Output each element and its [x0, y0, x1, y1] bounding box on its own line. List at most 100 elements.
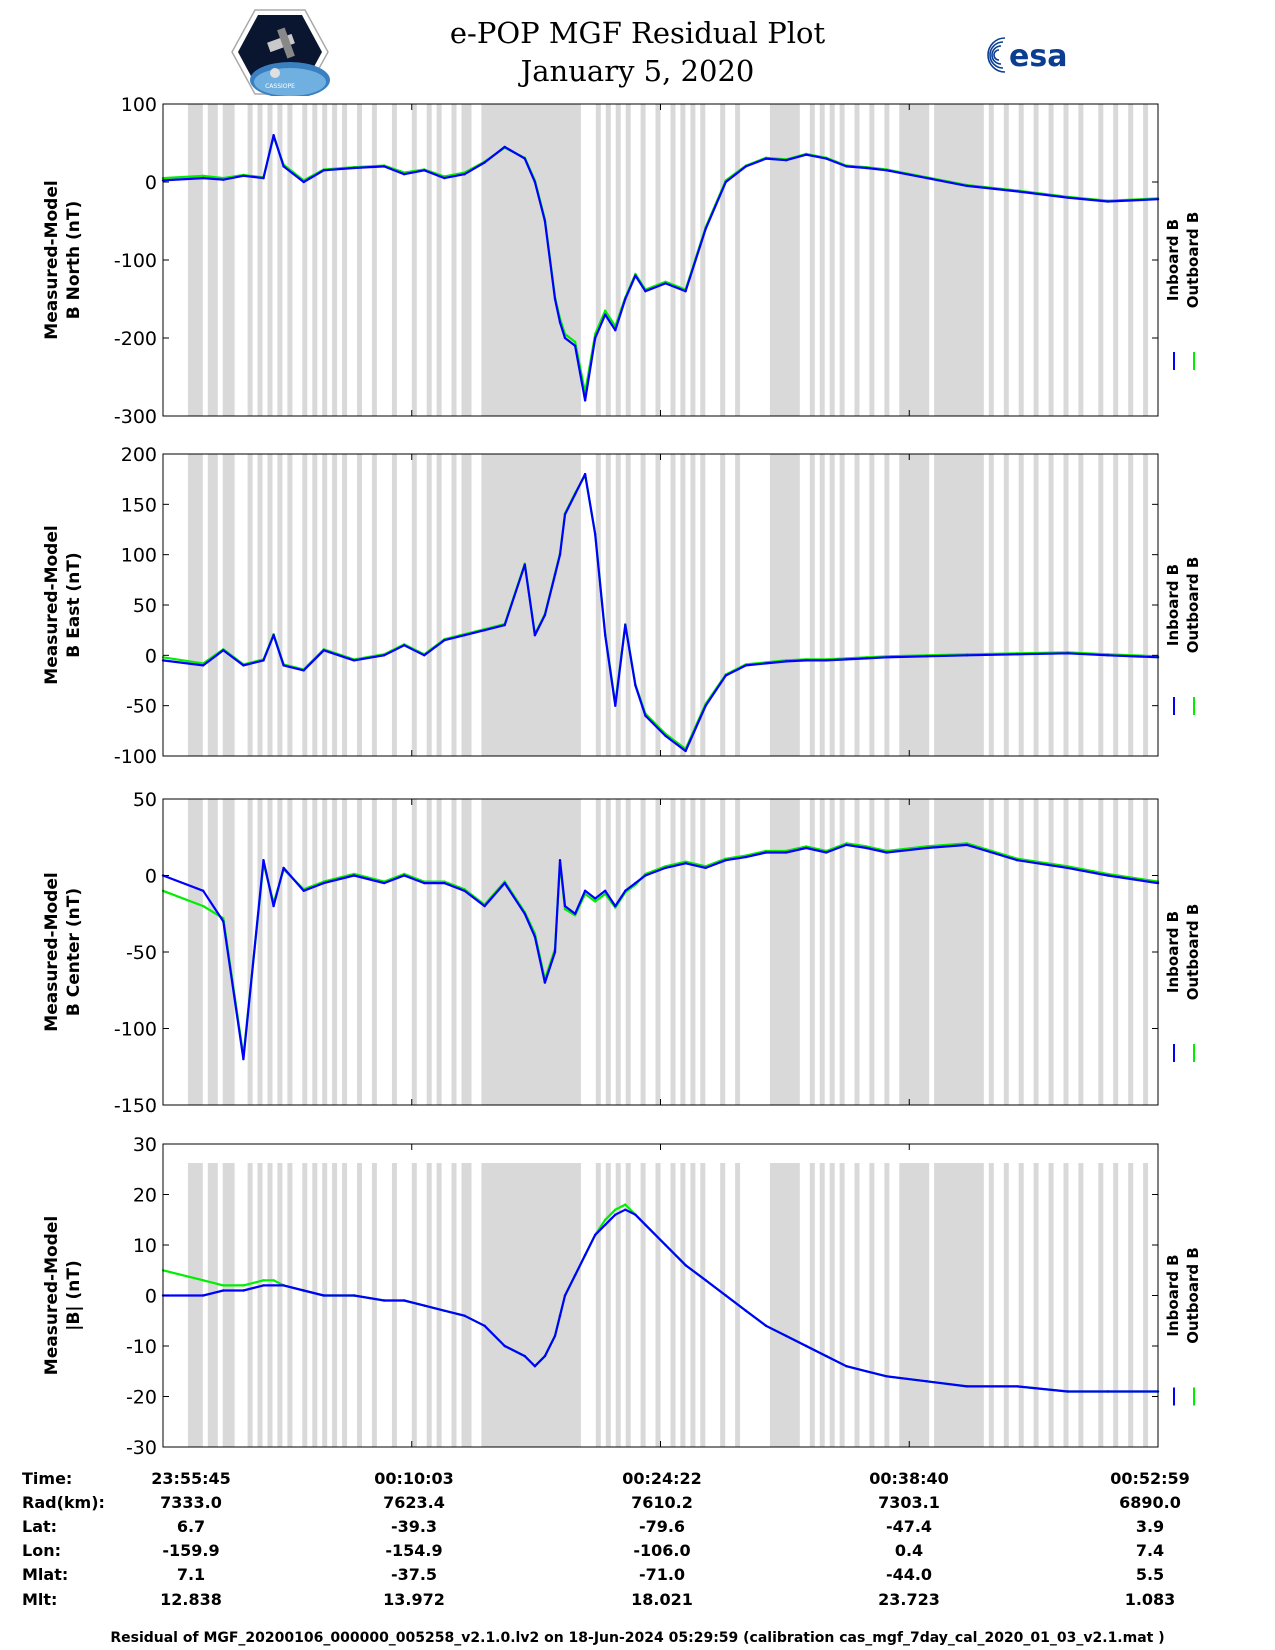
- y-axis-label-line: B Center (nT): [64, 888, 84, 1016]
- shade-band: [342, 454, 348, 756]
- data-point: [664, 734, 667, 738]
- shade-band: [854, 104, 860, 416]
- shade-band: [391, 104, 397, 416]
- data-point: [764, 662, 768, 665]
- data-point: [463, 634, 466, 637]
- shade-band: [1113, 104, 1119, 416]
- legend-labels: Inboard B Outboard B: [1164, 557, 1202, 654]
- shade-band: [854, 454, 860, 756]
- shade-band: [655, 454, 661, 756]
- shade-band: [207, 454, 218, 756]
- shade-band: [1078, 454, 1084, 756]
- y-axis-label-line: Measured-Model: [42, 1216, 62, 1375]
- shade-band: [1018, 104, 1024, 416]
- data-point: [594, 336, 597, 340]
- data-point: [594, 897, 597, 900]
- shade-band: [1128, 1163, 1134, 1447]
- shade-band: [1003, 1163, 1009, 1447]
- data-point: [784, 1334, 788, 1338]
- y-tick-label: 150: [121, 494, 157, 516]
- orbit-cell: -154.9: [385, 1541, 442, 1560]
- legend-entry: Inboard B: [1164, 564, 1182, 646]
- shade-band: [1018, 799, 1024, 1105]
- data-point: [202, 176, 205, 180]
- data-point: [825, 1354, 828, 1358]
- shade-band: [1078, 799, 1084, 1105]
- data-point: [503, 881, 506, 885]
- shade-band: [735, 104, 741, 416]
- shade-band: [615, 799, 621, 1105]
- shade-band: [1063, 104, 1069, 416]
- shade-band: [411, 799, 417, 1105]
- data-point: [805, 153, 808, 156]
- data-point: [242, 664, 245, 667]
- shade-band: [371, 799, 377, 1105]
- shade-band: [1143, 104, 1149, 416]
- data-point: [744, 1309, 748, 1312]
- data-point: [604, 889, 607, 892]
- data-point: [543, 613, 547, 617]
- y-tick-label: 0: [145, 645, 157, 667]
- data-point: [202, 889, 205, 892]
- data-point: [594, 533, 597, 536]
- shade-band: [312, 454, 318, 756]
- shade-band: [451, 104, 457, 416]
- data-point: [764, 1324, 768, 1328]
- legend-entry: Outboard B: [1184, 212, 1202, 309]
- shade-band: [735, 454, 741, 756]
- data-point: [382, 881, 386, 885]
- shade-band: [934, 454, 984, 756]
- data-point: [583, 1253, 587, 1257]
- shade-band: [187, 454, 203, 756]
- data-point: [523, 1354, 526, 1358]
- data-point: [483, 629, 486, 632]
- data-point: [563, 336, 567, 340]
- data-point: [644, 290, 647, 293]
- shade-band: [1113, 454, 1119, 756]
- shade-band: [342, 1163, 348, 1447]
- shade-band: [1063, 799, 1069, 1105]
- shade-band: [247, 104, 253, 416]
- shade-band: [342, 104, 348, 416]
- data-point: [624, 1208, 627, 1211]
- orbit-cell: -71.0: [639, 1565, 685, 1584]
- data-point: [724, 180, 727, 184]
- data-point: [242, 174, 245, 177]
- shade-band: [207, 104, 218, 416]
- shade-band: [1098, 454, 1104, 756]
- shade-band: [207, 1163, 218, 1447]
- data-point: [594, 1233, 597, 1237]
- shade-band: [819, 454, 825, 756]
- shade-band: [595, 1163, 601, 1447]
- shade-band: [829, 799, 835, 1105]
- orbit-cell: 23:55:45: [151, 1469, 231, 1488]
- data-point: [885, 1375, 888, 1378]
- shade-band: [357, 454, 362, 756]
- orbit-cell: 00:38:40: [869, 1469, 949, 1488]
- shade-band: [302, 799, 308, 1105]
- shade-band: [680, 799, 686, 1105]
- data-point: [704, 866, 707, 870]
- shade-band: [829, 454, 835, 756]
- data-point: [573, 493, 577, 496]
- data-point: [322, 649, 325, 652]
- shade-band: [640, 104, 646, 416]
- data-point: [845, 843, 848, 847]
- data-point: [558, 859, 562, 862]
- data-point: [423, 654, 426, 657]
- shade-band: [332, 1163, 338, 1447]
- orbit-table: Time: Rad(km): Lat: Lon: Mlat: Mlt: 23:55:45 73…: [22, 1469, 1190, 1609]
- data-point: [242, 1057, 245, 1061]
- data-point: [784, 851, 788, 854]
- data-point: [302, 180, 305, 184]
- shade-band: [829, 1163, 835, 1447]
- data-point: [202, 174, 205, 177]
- y-axis-label-line: Measured-Model: [42, 180, 62, 339]
- data-point: [885, 656, 888, 659]
- orbit-cell: -37.5: [391, 1565, 437, 1584]
- shade-band: [988, 799, 994, 1105]
- shade-band: [700, 1163, 706, 1447]
- shade-band: [302, 1163, 308, 1447]
- shading-group: [187, 104, 1149, 416]
- data-point: [352, 874, 356, 877]
